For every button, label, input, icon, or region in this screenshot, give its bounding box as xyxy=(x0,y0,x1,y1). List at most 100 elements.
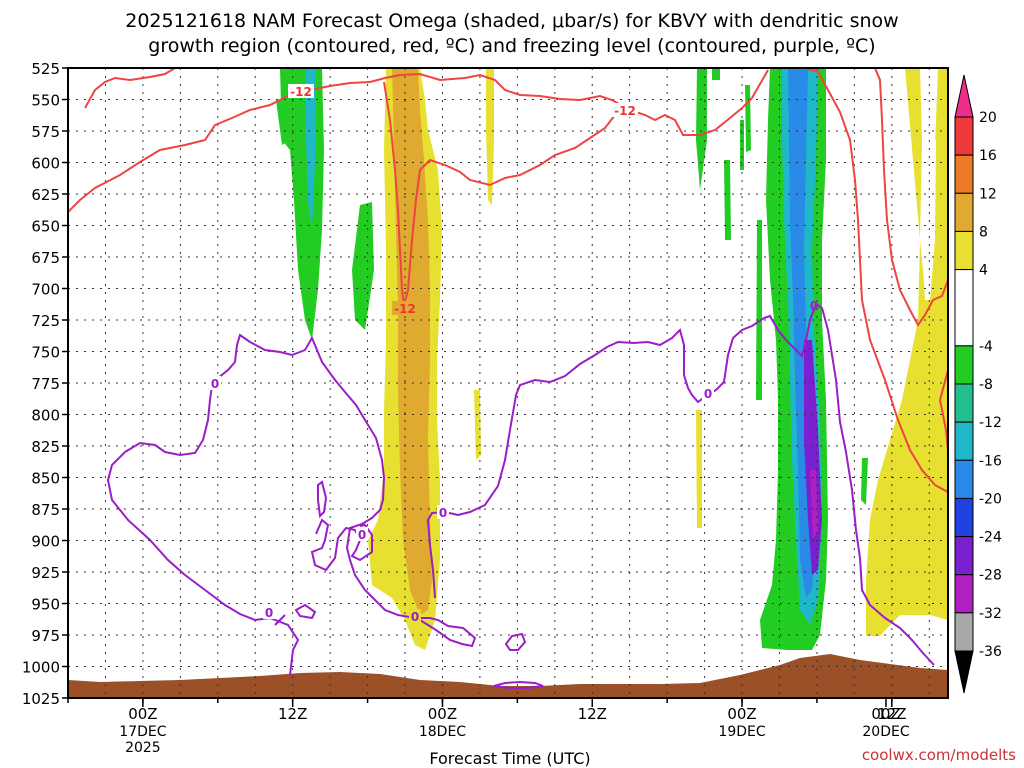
colorbar-label: -32 xyxy=(979,606,1002,622)
fz-label-7: 0 xyxy=(810,299,818,313)
colorbar-label: 16 xyxy=(979,148,997,164)
y-tick-label: 650 xyxy=(31,218,60,236)
colorbar-top-arrow xyxy=(954,74,974,118)
colorbar-bin xyxy=(954,459,974,499)
y-tick-label: 825 xyxy=(31,438,60,456)
y-tick-label: 525 xyxy=(31,60,60,78)
fz-label-bg-5 xyxy=(409,609,421,623)
colorbar-label: -8 xyxy=(979,377,993,393)
dgz-label-bg-1 xyxy=(288,84,314,98)
y-tick-label: 800 xyxy=(31,407,60,425)
x-date-label: 18DEC xyxy=(419,724,466,740)
colorbar-label: -4 xyxy=(979,339,993,355)
chart-title-line1: 2025121618 NAM Forecast Omega (shaded, μ… xyxy=(125,10,898,32)
colorbar-label: -24 xyxy=(979,530,1002,546)
fz-label-3: 0 xyxy=(358,528,366,542)
colorbar-label: 8 xyxy=(979,224,988,240)
chart-title-line2: growth region (contoured, red, ºC) and f… xyxy=(148,35,875,57)
colorbar-bin xyxy=(954,230,974,271)
fz-label-bg-2 xyxy=(437,505,449,519)
dgz-label-2: -12 xyxy=(614,104,636,118)
y-tick-label: 975 xyxy=(31,627,60,645)
y-tick-label: 725 xyxy=(31,312,60,330)
x-date-label: 19DEC xyxy=(718,724,765,740)
omega-yellow-drip xyxy=(474,390,481,460)
dgz-contour-late xyxy=(804,67,949,493)
dgz-label-3: -12 xyxy=(394,302,416,316)
fz-label-4: 0 xyxy=(265,606,273,620)
colorbar-label: 20 xyxy=(979,110,997,126)
x-tick-label: 12Z xyxy=(877,705,906,723)
colorbar-bin xyxy=(954,154,974,194)
y-tick-label: 550 xyxy=(31,92,60,110)
colorbar-label: -36 xyxy=(979,644,1002,660)
omega-teal-streak-early xyxy=(306,68,316,230)
omega-yellow-band-20dec xyxy=(866,68,948,636)
dgz-label-1: -12 xyxy=(290,85,312,99)
x-axis-title: Forecast Time (UTC) xyxy=(429,749,590,768)
y-tick-label: 625 xyxy=(31,186,60,204)
x-date-label: 17DEC xyxy=(119,724,166,740)
freezing-contour-loop-4 xyxy=(504,632,527,651)
y-tick-label: 675 xyxy=(31,249,60,267)
freezing-contour-loop-3 xyxy=(294,603,317,620)
dgz-contour-right xyxy=(874,67,949,327)
freezing-contour-loop-5 xyxy=(493,680,544,689)
x-tick-label: 12Z xyxy=(278,705,307,723)
colorbar-bin xyxy=(954,116,974,156)
x-year-label: 2025 xyxy=(125,740,161,756)
y-tick-label: 575 xyxy=(31,123,60,141)
colorbar-bin xyxy=(954,383,974,423)
y-tick-label: 700 xyxy=(31,281,60,299)
y-tick-label: 900 xyxy=(31,533,60,551)
terrain-surface xyxy=(68,654,948,698)
omega-yellow-drip-2 xyxy=(696,410,702,528)
y-tick-label: 750 xyxy=(31,344,60,362)
dgz-label-bg-2 xyxy=(612,103,638,117)
fz-label-bg-3 xyxy=(356,527,368,541)
fz-label-bg-6 xyxy=(702,386,714,400)
omega-green-patch-mid xyxy=(352,202,374,330)
omega-deep-purple-19dec xyxy=(810,470,818,540)
y-tick-label: 775 xyxy=(31,375,60,393)
colorbar-bin xyxy=(954,536,974,576)
x-tick-label: 00Z xyxy=(871,705,900,723)
colorbar-bin xyxy=(954,421,974,461)
y-tick-label: 950 xyxy=(31,596,60,614)
omega-green-patch-late xyxy=(861,458,868,505)
colorbar-label: 12 xyxy=(979,186,997,202)
x-date-label: 20DEC xyxy=(862,724,909,740)
fz-label-2: 0 xyxy=(439,506,447,520)
omega-green-patch-small xyxy=(276,100,290,145)
y-tick-label: 600 xyxy=(31,155,60,173)
plot-frame xyxy=(67,67,949,699)
dgz-contour-top-left xyxy=(84,67,176,109)
y-tick-label: 1000 xyxy=(22,659,60,677)
y-tick-label: 925 xyxy=(31,564,60,582)
colorbar-bin xyxy=(954,574,974,614)
colorbar-bin xyxy=(954,497,974,538)
colorbar-bin xyxy=(954,612,974,652)
colorbar-bottom-arrow xyxy=(954,650,974,694)
omega-yellow-thin-streak xyxy=(486,68,494,205)
colorbar-label: -12 xyxy=(979,415,1002,431)
credit-text: coolwx.com/modelts xyxy=(862,746,1016,764)
colorbar-label: -20 xyxy=(979,491,1002,507)
omega-green-streaks-19dec xyxy=(696,68,762,400)
colorbar-label: -28 xyxy=(979,568,1002,584)
colorbar-label: 4 xyxy=(979,263,988,279)
x-tick-label: 00Z xyxy=(428,705,457,723)
fz-label-1: 0 xyxy=(211,377,219,391)
colorbar-label: -16 xyxy=(979,453,1002,469)
colorbar-bin xyxy=(954,192,974,232)
colorbar-bin xyxy=(954,269,974,347)
dgz-labels: -12 -12 -12 xyxy=(288,84,638,316)
dgz-contour-down-18dec xyxy=(383,81,631,306)
freezing-contour-main xyxy=(106,333,477,676)
freezing-contour-loop-1 xyxy=(310,518,373,572)
fz-label-bg-1 xyxy=(209,376,221,390)
grid: 525 550 575 600 625 650 675 700 725 750 775 800 825 8… xyxy=(22,60,948,756)
dgz-contour-upper xyxy=(67,69,769,213)
omega-orange-core-18dec xyxy=(392,68,432,615)
fz-label-5: 0 xyxy=(411,610,419,624)
